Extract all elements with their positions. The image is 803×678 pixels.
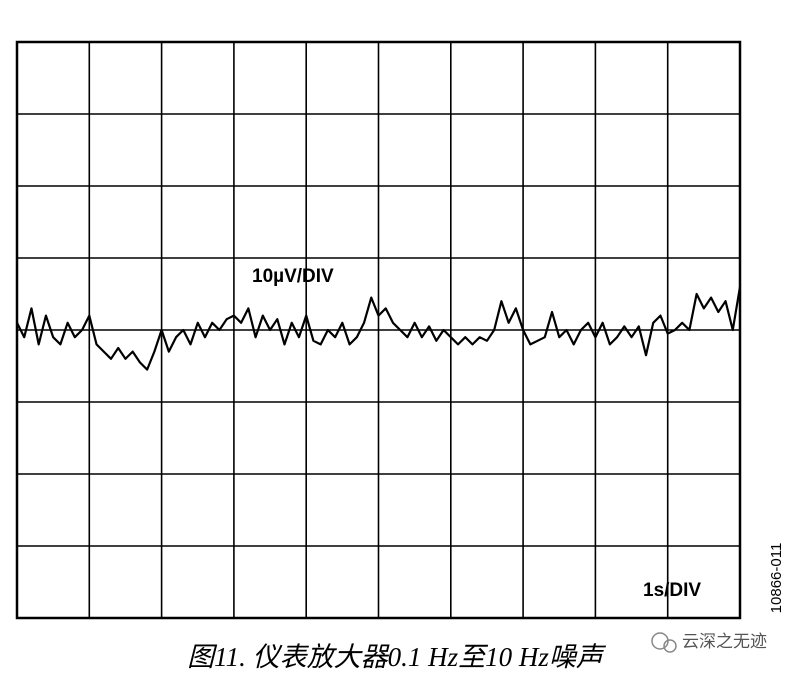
annotation: 1s/DIV	[643, 580, 701, 601]
watermark-icon	[651, 632, 677, 653]
figure-id: 10866-011	[768, 543, 785, 614]
chart-title: 图11. 仪表放大器0.1 Hz至10 Hz噪声	[187, 642, 607, 672]
annotation: 10µV/DIV	[252, 266, 334, 287]
trace-line	[16, 286, 742, 371]
watermark: 云深之无迹	[682, 632, 767, 652]
grid	[16, 41, 741, 619]
trace-group	[16, 286, 742, 371]
